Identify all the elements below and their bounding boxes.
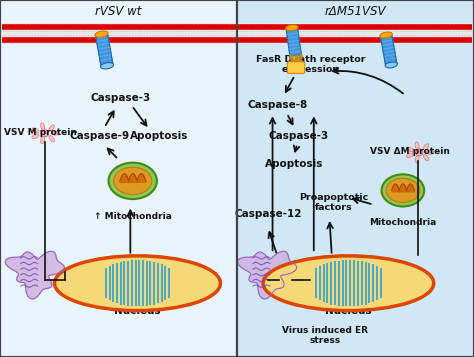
Ellipse shape [100, 62, 114, 69]
Ellipse shape [406, 153, 413, 158]
Bar [0, 0, 237, 357]
Ellipse shape [423, 144, 429, 150]
Polygon shape [96, 33, 113, 67]
Ellipse shape [109, 163, 157, 199]
Ellipse shape [95, 31, 108, 37]
Text: Caspase-3: Caspase-3 [91, 92, 151, 102]
FancyBboxPatch shape [287, 62, 305, 74]
Ellipse shape [52, 131, 59, 135]
Ellipse shape [385, 62, 397, 68]
Ellipse shape [41, 123, 45, 130]
Text: Virus induced ER
stress: Virus induced ER stress [282, 326, 368, 345]
Ellipse shape [32, 128, 39, 133]
Ellipse shape [286, 25, 298, 31]
Ellipse shape [290, 55, 302, 61]
Ellipse shape [32, 134, 39, 139]
Text: Caspase-9: Caspase-9 [70, 131, 129, 141]
Text: ↑ Mitochondria: ↑ Mitochondria [94, 212, 172, 221]
Ellipse shape [42, 130, 48, 137]
Ellipse shape [416, 149, 423, 156]
Text: rΔM51VSV: rΔM51VSV [325, 5, 386, 19]
Text: VSV M protein: VSV M protein [4, 128, 77, 137]
Polygon shape [5, 251, 64, 299]
Ellipse shape [415, 142, 419, 149]
Text: rVSV wt: rVSV wt [95, 5, 142, 19]
Text: Proapoptotic
factors: Proapoptotic factors [300, 192, 369, 212]
Ellipse shape [426, 150, 434, 154]
Ellipse shape [406, 147, 413, 152]
Text: VSV ΔM protein: VSV ΔM protein [370, 147, 450, 156]
Ellipse shape [114, 167, 152, 195]
Ellipse shape [263, 256, 434, 311]
Text: Caspase-3: Caspase-3 [268, 131, 329, 141]
Text: Apoptosis: Apoptosis [264, 159, 323, 169]
Bar [2, 23, 472, 44]
Text: Caspase-8: Caspase-8 [247, 100, 308, 110]
Text: Nucleus: Nucleus [325, 306, 372, 316]
Ellipse shape [41, 136, 45, 144]
Text: Nucleus: Nucleus [114, 306, 161, 316]
Ellipse shape [380, 32, 392, 38]
Bar [237, 0, 474, 357]
Ellipse shape [382, 174, 424, 206]
Polygon shape [286, 27, 301, 59]
Ellipse shape [386, 178, 420, 202]
Text: Caspase-12: Caspase-12 [234, 209, 301, 219]
Ellipse shape [55, 256, 220, 311]
Ellipse shape [49, 125, 55, 131]
Text: FasR Death receptor
expression: FasR Death receptor expression [255, 55, 365, 74]
Text: Apoptosis: Apoptosis [129, 131, 188, 141]
Ellipse shape [423, 155, 429, 161]
Ellipse shape [49, 135, 55, 142]
Polygon shape [381, 34, 397, 66]
Ellipse shape [415, 155, 419, 163]
Text: Mitochondria: Mitochondria [369, 218, 437, 227]
Polygon shape [237, 251, 297, 299]
